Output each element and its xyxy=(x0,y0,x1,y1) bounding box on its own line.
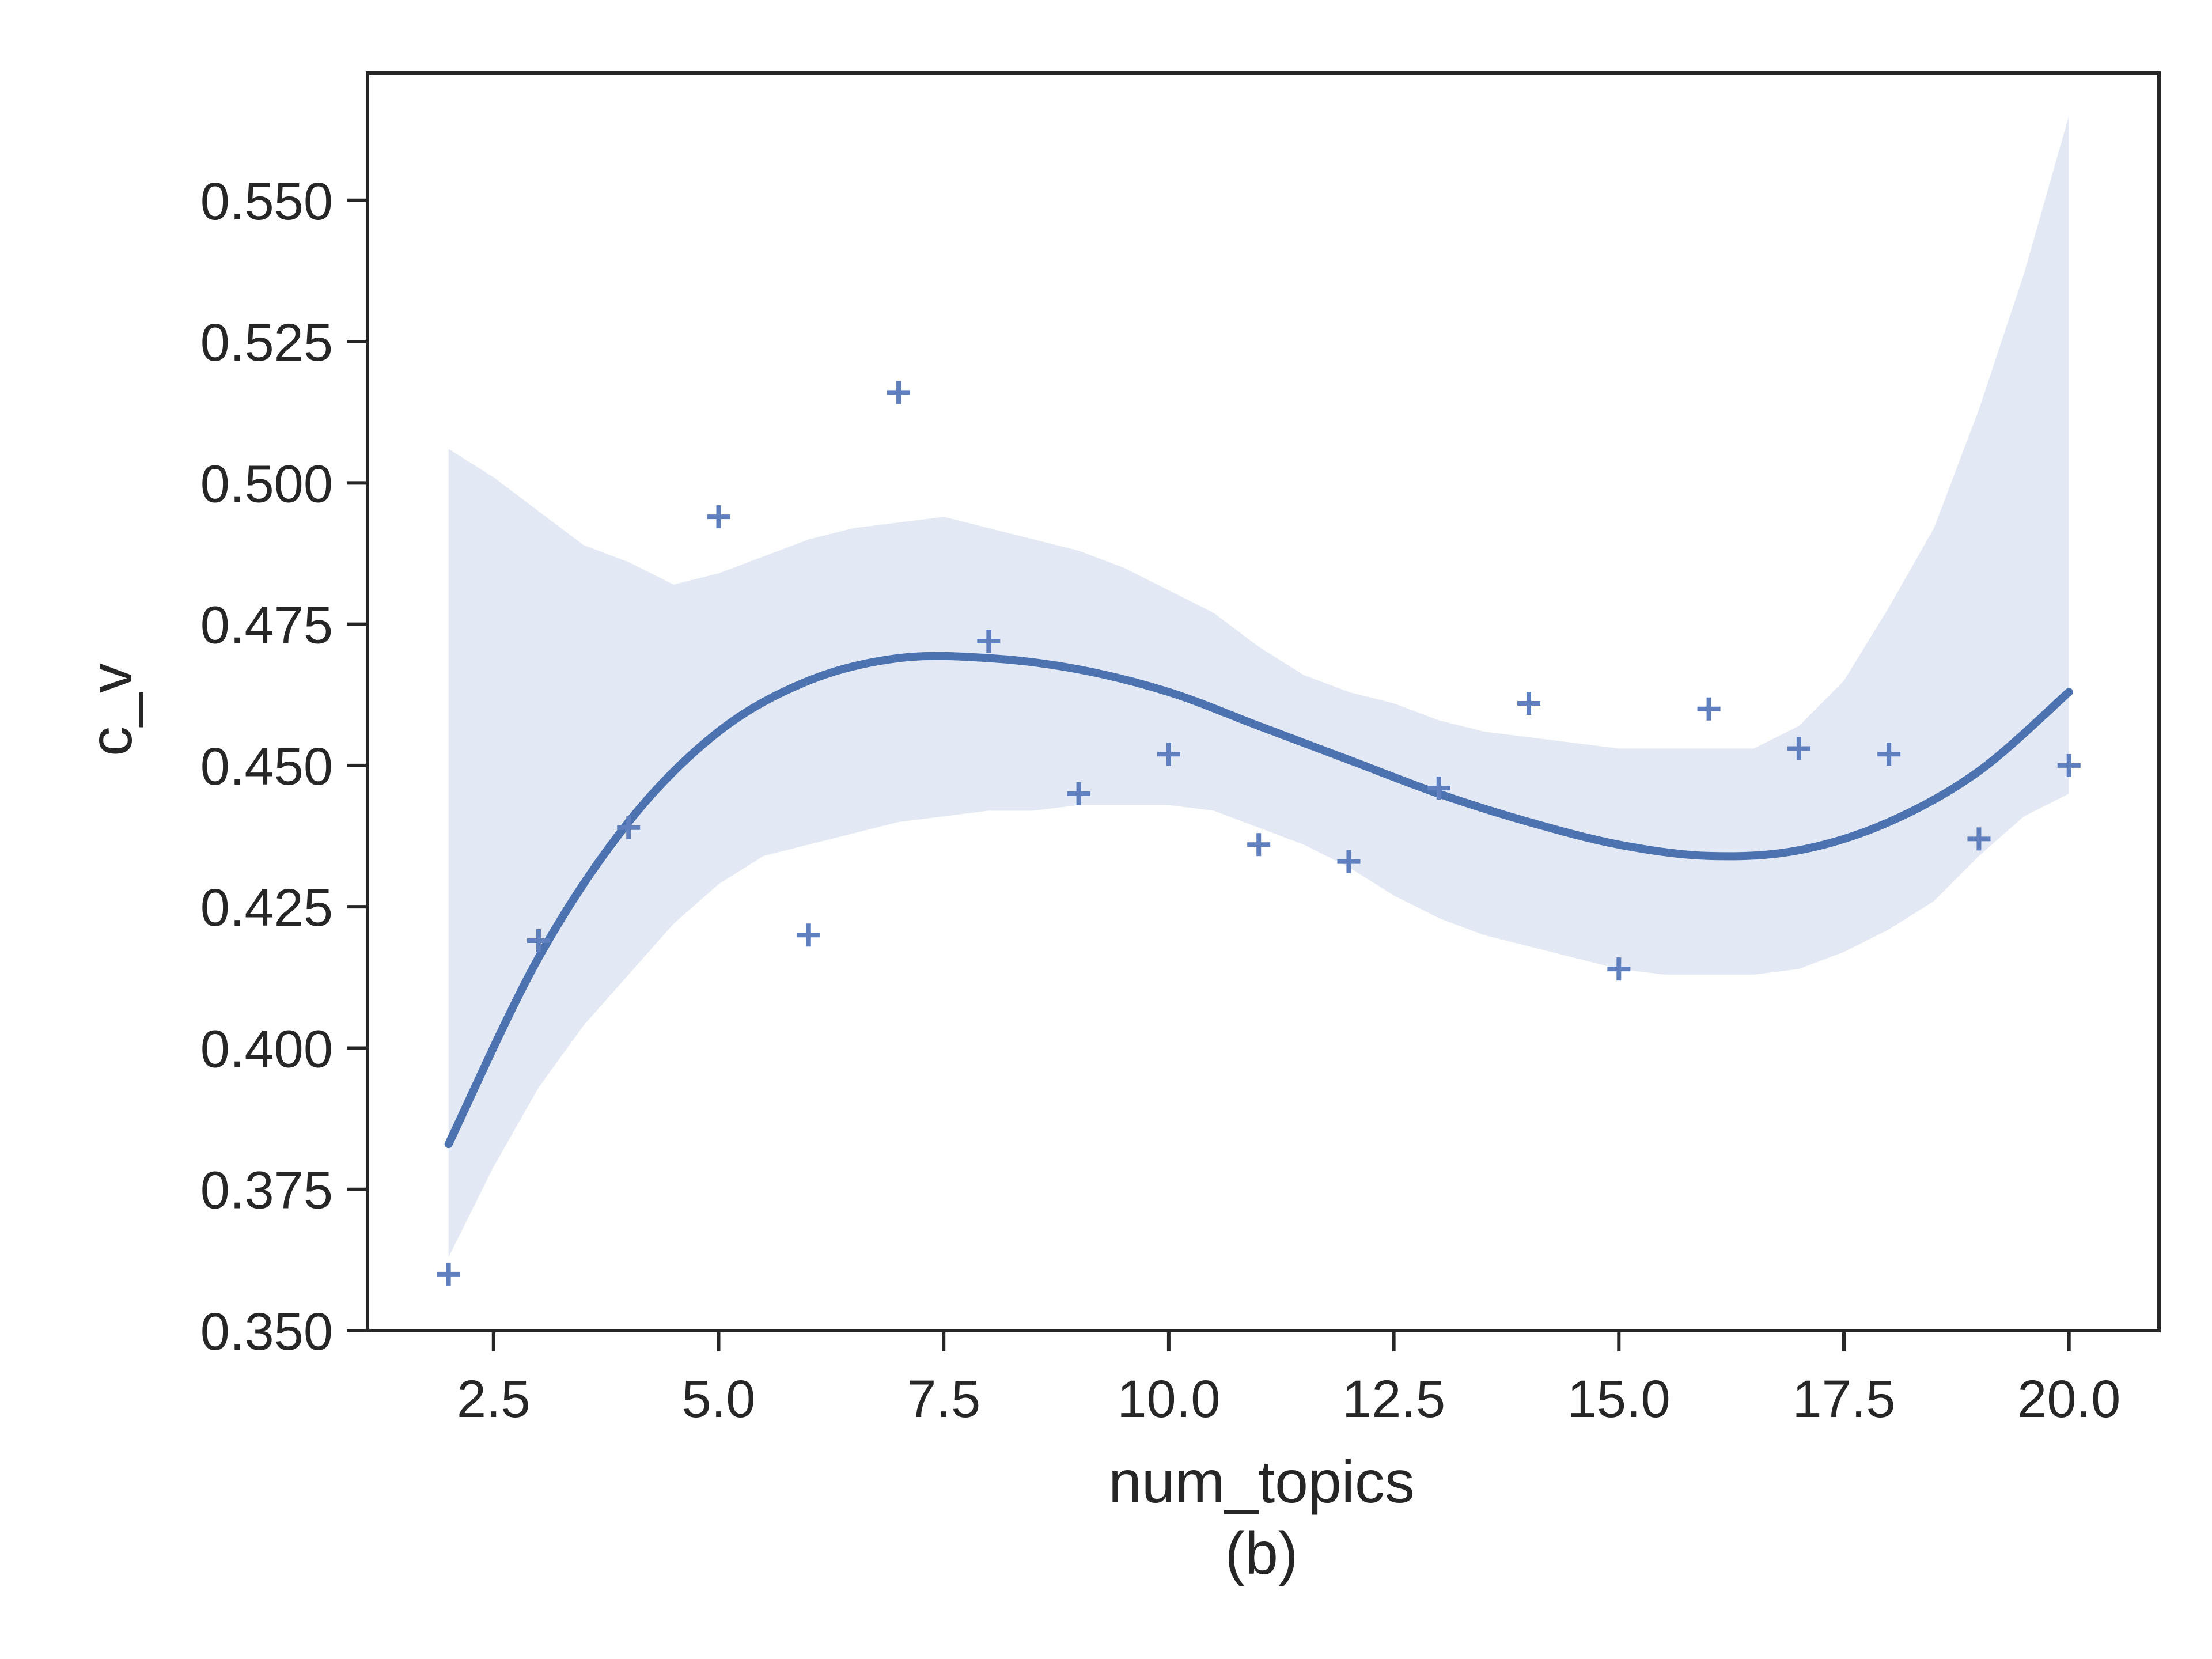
y-axis-label: c_v xyxy=(78,663,145,756)
fit-line xyxy=(444,652,2073,1149)
y-tick-label: 0.525 xyxy=(200,313,333,372)
ticks-layer: 2.5 5.0 7.5 10.0 12.5 15.0 17.5 20.0 0.350 0.375 0… xyxy=(200,172,2120,1429)
data-point xyxy=(707,505,730,529)
data-point xyxy=(977,630,1001,653)
data-point xyxy=(1877,743,1901,766)
y-tick-label: 0.400 xyxy=(200,1020,333,1078)
y-tick-label: 0.475 xyxy=(200,596,333,655)
data-point xyxy=(1337,850,1361,873)
figure-caption: (b) xyxy=(1225,1520,1298,1587)
data-point xyxy=(1967,827,1991,851)
x-axis-label: num_topics xyxy=(1108,1449,1415,1516)
data-point xyxy=(1517,691,1541,715)
data-point xyxy=(1247,833,1271,857)
axes-layer xyxy=(366,71,2161,1332)
scatter-points-layer xyxy=(437,381,2081,1286)
plot-frame xyxy=(366,71,2161,1332)
x-tick-label: 10.0 xyxy=(1117,1370,1220,1429)
y-tick-label: 0.550 xyxy=(200,172,333,231)
data-point xyxy=(797,923,820,947)
data-point xyxy=(1157,743,1180,766)
data-point xyxy=(2057,753,2081,777)
y-tick-label: 0.500 xyxy=(200,454,333,513)
x-tick-label: 15.0 xyxy=(1567,1370,1671,1429)
data-point xyxy=(1697,697,1721,721)
x-tick-label: 2.5 xyxy=(457,1370,531,1429)
y-tick-label: 0.450 xyxy=(200,737,333,796)
fit-line-layer xyxy=(444,652,2073,1149)
data-point xyxy=(1067,782,1090,805)
y-tick-label: 0.375 xyxy=(200,1161,333,1220)
x-tick-label: 7.5 xyxy=(907,1370,980,1429)
data-point xyxy=(1427,777,1450,800)
y-tick-label: 0.350 xyxy=(200,1302,333,1361)
confidence-band xyxy=(448,115,2069,1257)
x-tick-label: 12.5 xyxy=(1342,1370,1445,1429)
data-point xyxy=(437,1262,460,1286)
data-point xyxy=(887,381,911,404)
data-point xyxy=(1607,957,1631,981)
data-point xyxy=(617,816,641,839)
x-tick-label: 5.0 xyxy=(682,1370,756,1429)
y-tick-label: 0.425 xyxy=(200,878,333,937)
data-point xyxy=(527,929,550,953)
confidence-band-layer xyxy=(448,115,2069,1257)
x-tick-label: 20.0 xyxy=(2017,1370,2120,1429)
x-tick-label: 17.5 xyxy=(1792,1370,1895,1429)
data-point xyxy=(1787,737,1810,760)
